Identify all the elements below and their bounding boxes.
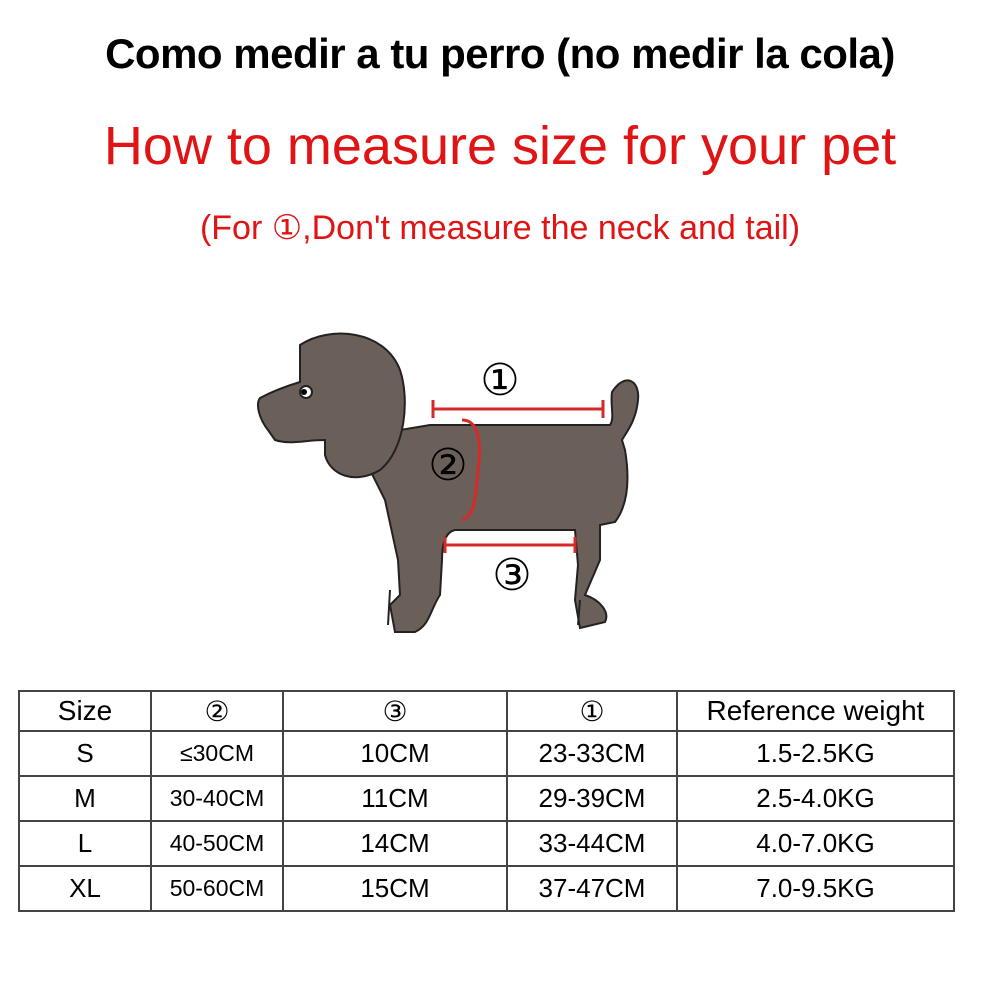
cell: 11CM	[282, 775, 508, 822]
cell: 33-44CM	[506, 820, 678, 867]
cell: 10CM	[282, 730, 508, 777]
size-table: Size ② ③ ① Reference weight S ≤30CM 10CM…	[18, 690, 955, 912]
measure-note: (For ①,Don't measure the neck and tail)	[199, 209, 801, 247]
dog-illustration	[257, 332, 640, 633]
table-header: Size ② ③ ① Reference weight	[18, 690, 955, 732]
cell: S	[18, 730, 152, 777]
table-row: L 40-50CM 14CM 33-44CM 4.0-7.0KG	[18, 820, 955, 867]
header-length: ①	[506, 690, 678, 732]
cell: 7.0-9.5KG	[676, 865, 955, 912]
measurement-lines	[431, 400, 605, 553]
label-2: ②	[428, 440, 467, 491]
title-spanish: Como medir a tu perro (no medir la cola)	[105, 30, 895, 77]
label-1: ①	[480, 355, 519, 406]
cell: 29-39CM	[506, 775, 678, 822]
table-row: S ≤30CM 10CM 23-33CM 1.5-2.5KG	[18, 730, 955, 777]
cell: 1.5-2.5KG	[676, 730, 955, 777]
header-leg: ③	[282, 690, 508, 732]
cell: M	[18, 775, 152, 822]
cell: 4.0-7.0KG	[676, 820, 955, 867]
table-row: XL 50-60CM 15CM 37-47CM 7.0-9.5KG	[18, 865, 955, 912]
table-row: M 30-40CM 11CM 29-39CM 2.5-4.0KG	[18, 775, 955, 822]
label-3: ③	[492, 550, 531, 601]
header-weight: Reference weight	[676, 690, 955, 732]
cell: 23-33CM	[506, 730, 678, 777]
cell: ≤30CM	[150, 730, 284, 777]
cell: 2.5-4.0KG	[676, 775, 955, 822]
cell: L	[18, 820, 152, 867]
title-english: How to measure size for your pet	[103, 116, 897, 176]
cell: XL	[18, 865, 152, 912]
cell: 14CM	[282, 820, 508, 867]
header-chest: ②	[150, 690, 284, 732]
cell: 30-40CM	[150, 775, 284, 822]
header-size: Size	[18, 690, 152, 732]
cell: 37-47CM	[506, 865, 678, 912]
cell: 50-60CM	[150, 865, 284, 912]
cell: 40-50CM	[150, 820, 284, 867]
cell: 15CM	[282, 865, 508, 912]
chest-line	[461, 418, 481, 522]
